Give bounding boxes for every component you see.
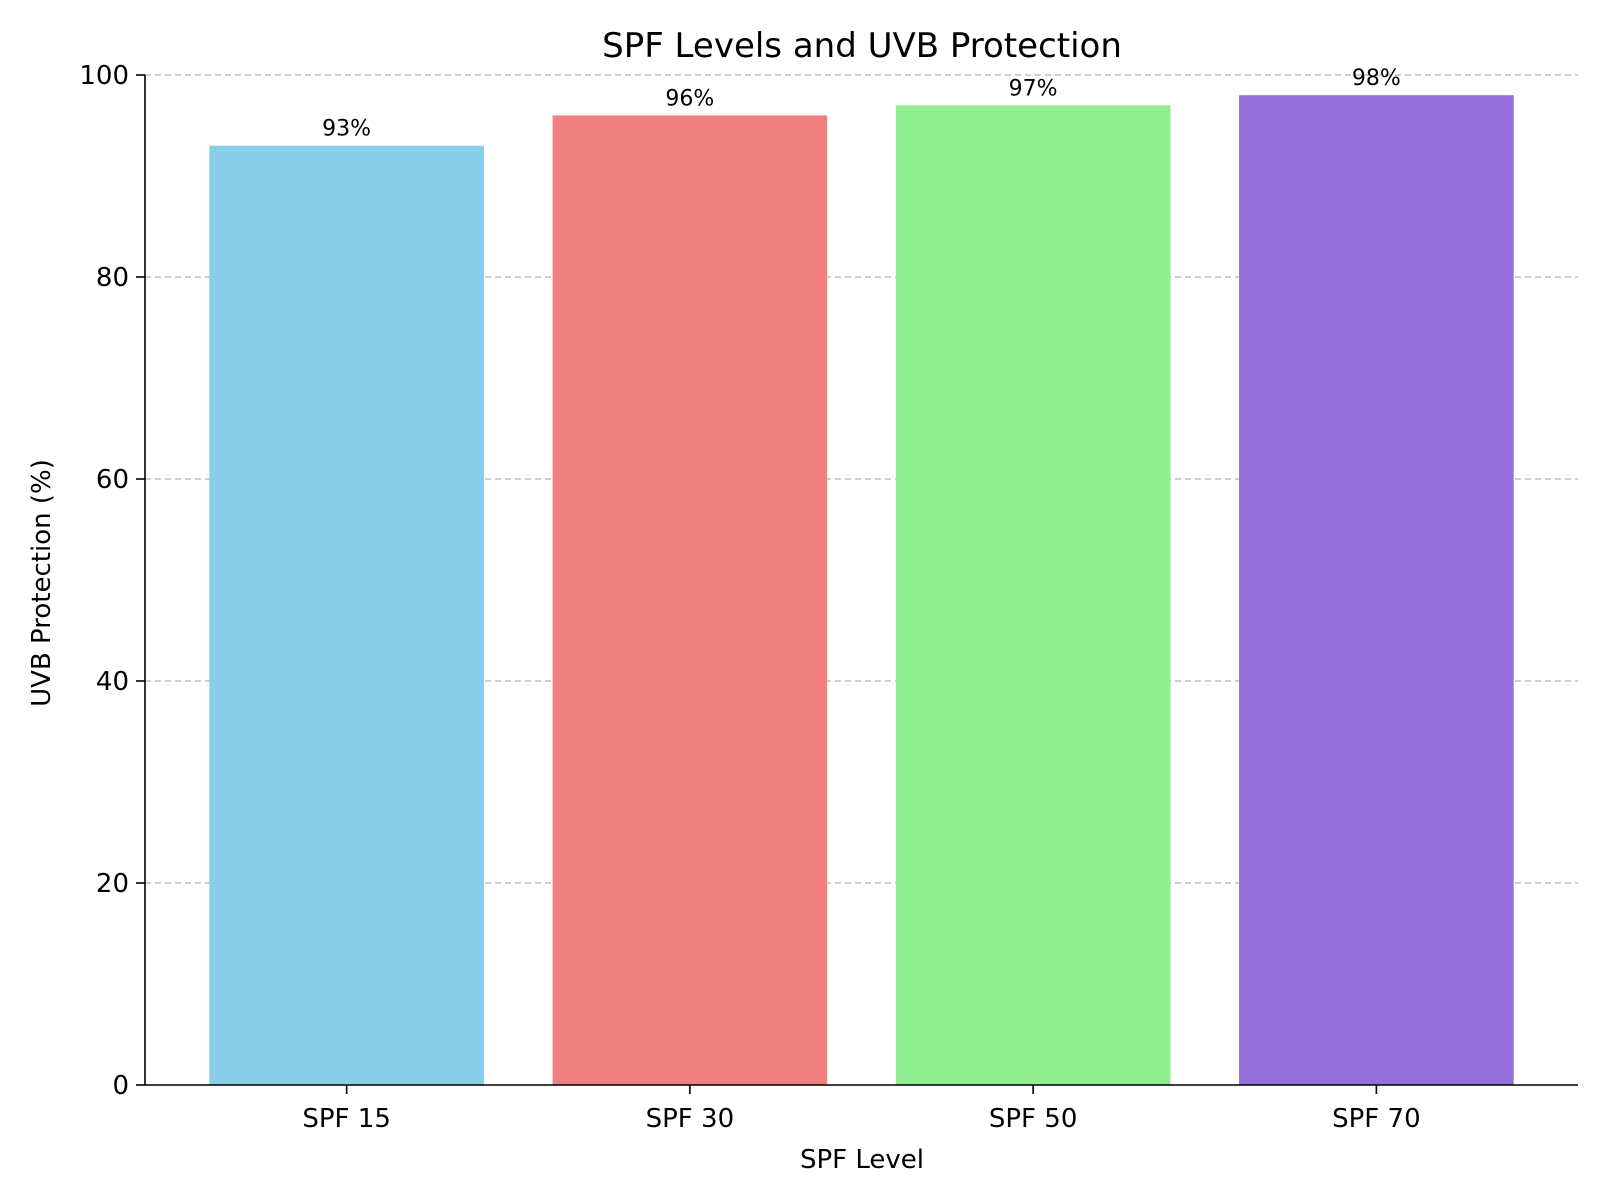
y-tick-label: 20 [96,869,129,899]
bar [1239,95,1514,1085]
y-axis-label: UVB Protection (%) [27,459,57,707]
y-tick-label: 60 [96,465,129,495]
axis-layer: 0 20 40 60 80 100 SPF 15 SPF 30 SPF 50 SPF 70 [79,61,1578,1134]
chart-title: SPF Levels and UVB Protection [602,26,1122,66]
bar-data-label: 96% [665,86,714,111]
x-tick-label: SPF 50 [989,1104,1078,1134]
x-tick-label: SPF 15 [302,1104,391,1134]
y-tick-label: 80 [96,263,129,293]
bar [895,105,1171,1086]
label-layer: 93% 96% 97% 98% [322,66,1401,142]
bar [552,115,828,1085]
bar-data-label: 97% [1009,76,1058,101]
bar [209,145,484,1085]
bar-data-label: 98% [1352,66,1401,91]
x-tick-label: SPF 30 [646,1104,735,1134]
y-tick-label: 40 [96,667,129,697]
bar-data-label: 93% [322,117,371,142]
bar-layer [209,95,1514,1086]
y-tick-label: 0 [112,1071,129,1101]
x-tick-label: SPF 70 [1332,1104,1421,1134]
x-axis-label: SPF Level [800,1145,924,1175]
y-tick-label: 100 [79,61,129,91]
